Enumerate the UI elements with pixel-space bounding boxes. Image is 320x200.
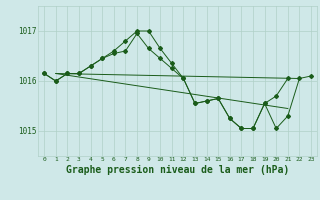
- X-axis label: Graphe pression niveau de la mer (hPa): Graphe pression niveau de la mer (hPa): [66, 165, 289, 175]
